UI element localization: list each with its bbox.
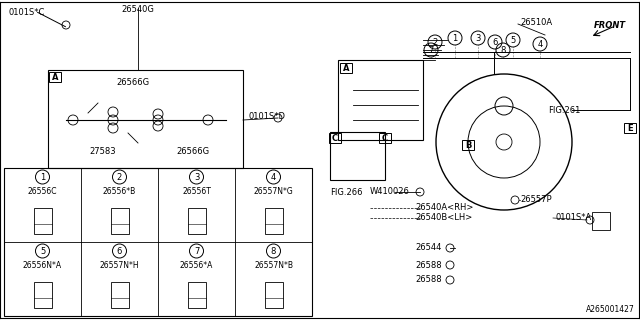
Text: 26566G: 26566G <box>116 78 150 87</box>
Text: 26557N*B: 26557N*B <box>254 261 293 270</box>
Text: 8: 8 <box>271 246 276 255</box>
Text: 6: 6 <box>492 37 498 46</box>
Text: 2: 2 <box>117 172 122 181</box>
Bar <box>592 212 610 230</box>
Text: 3: 3 <box>476 34 481 43</box>
Text: A265001427: A265001427 <box>586 305 635 314</box>
Text: 4: 4 <box>538 39 543 49</box>
Text: 26556C: 26556C <box>28 187 57 196</box>
Text: 0101S*C: 0101S*C <box>8 8 44 17</box>
Text: 7: 7 <box>428 45 434 54</box>
Text: 5: 5 <box>510 36 516 44</box>
Bar <box>33 208 51 234</box>
Text: 26556*A: 26556*A <box>180 261 213 270</box>
Text: 0101S*A: 0101S*A <box>555 213 591 222</box>
Text: 3: 3 <box>194 172 199 181</box>
Text: C: C <box>382 133 388 142</box>
Text: 26540B<LH>: 26540B<LH> <box>415 213 472 222</box>
Text: 26540G: 26540G <box>122 5 154 14</box>
Bar <box>330 132 385 180</box>
Bar <box>338 60 423 140</box>
Bar <box>4 168 312 316</box>
Bar <box>264 208 282 234</box>
Bar <box>111 282 129 308</box>
Text: 26557N*H: 26557N*H <box>100 261 140 270</box>
Text: 26540A<RH>: 26540A<RH> <box>415 204 474 212</box>
Text: A: A <box>343 63 349 73</box>
Text: 2: 2 <box>433 37 438 46</box>
Text: 8: 8 <box>500 45 506 54</box>
Text: 7: 7 <box>194 246 199 255</box>
Text: 26588: 26588 <box>415 276 442 284</box>
Text: 27583: 27583 <box>90 147 116 156</box>
Bar <box>111 208 129 234</box>
Text: 26544: 26544 <box>415 244 442 252</box>
Bar <box>188 282 205 308</box>
Text: E: E <box>627 124 633 132</box>
Text: 26556T: 26556T <box>182 187 211 196</box>
Text: 26557N*G: 26557N*G <box>253 187 293 196</box>
Bar <box>188 208 205 234</box>
Text: 6: 6 <box>117 246 122 255</box>
Text: 26556*B: 26556*B <box>103 187 136 196</box>
Text: FIG.266: FIG.266 <box>330 188 362 197</box>
Text: FRONT: FRONT <box>594 20 626 29</box>
Text: 26588: 26588 <box>415 260 442 269</box>
Text: 0101S*D: 0101S*D <box>248 111 285 121</box>
Bar <box>48 70 243 168</box>
Text: C: C <box>332 133 338 142</box>
Bar <box>264 282 282 308</box>
Bar <box>33 282 51 308</box>
Text: B: B <box>465 140 471 149</box>
Text: 26566G: 26566G <box>177 147 209 156</box>
Text: 4: 4 <box>271 172 276 181</box>
Text: 26556N*A: 26556N*A <box>23 261 62 270</box>
Text: 1: 1 <box>452 34 458 43</box>
Text: 26557P: 26557P <box>520 196 552 204</box>
Text: A: A <box>52 73 58 82</box>
Text: 26510A: 26510A <box>520 18 552 27</box>
Text: 1: 1 <box>40 172 45 181</box>
Text: W410026: W410026 <box>370 188 410 196</box>
Text: 5: 5 <box>40 246 45 255</box>
Text: FIG.261: FIG.261 <box>548 106 580 115</box>
